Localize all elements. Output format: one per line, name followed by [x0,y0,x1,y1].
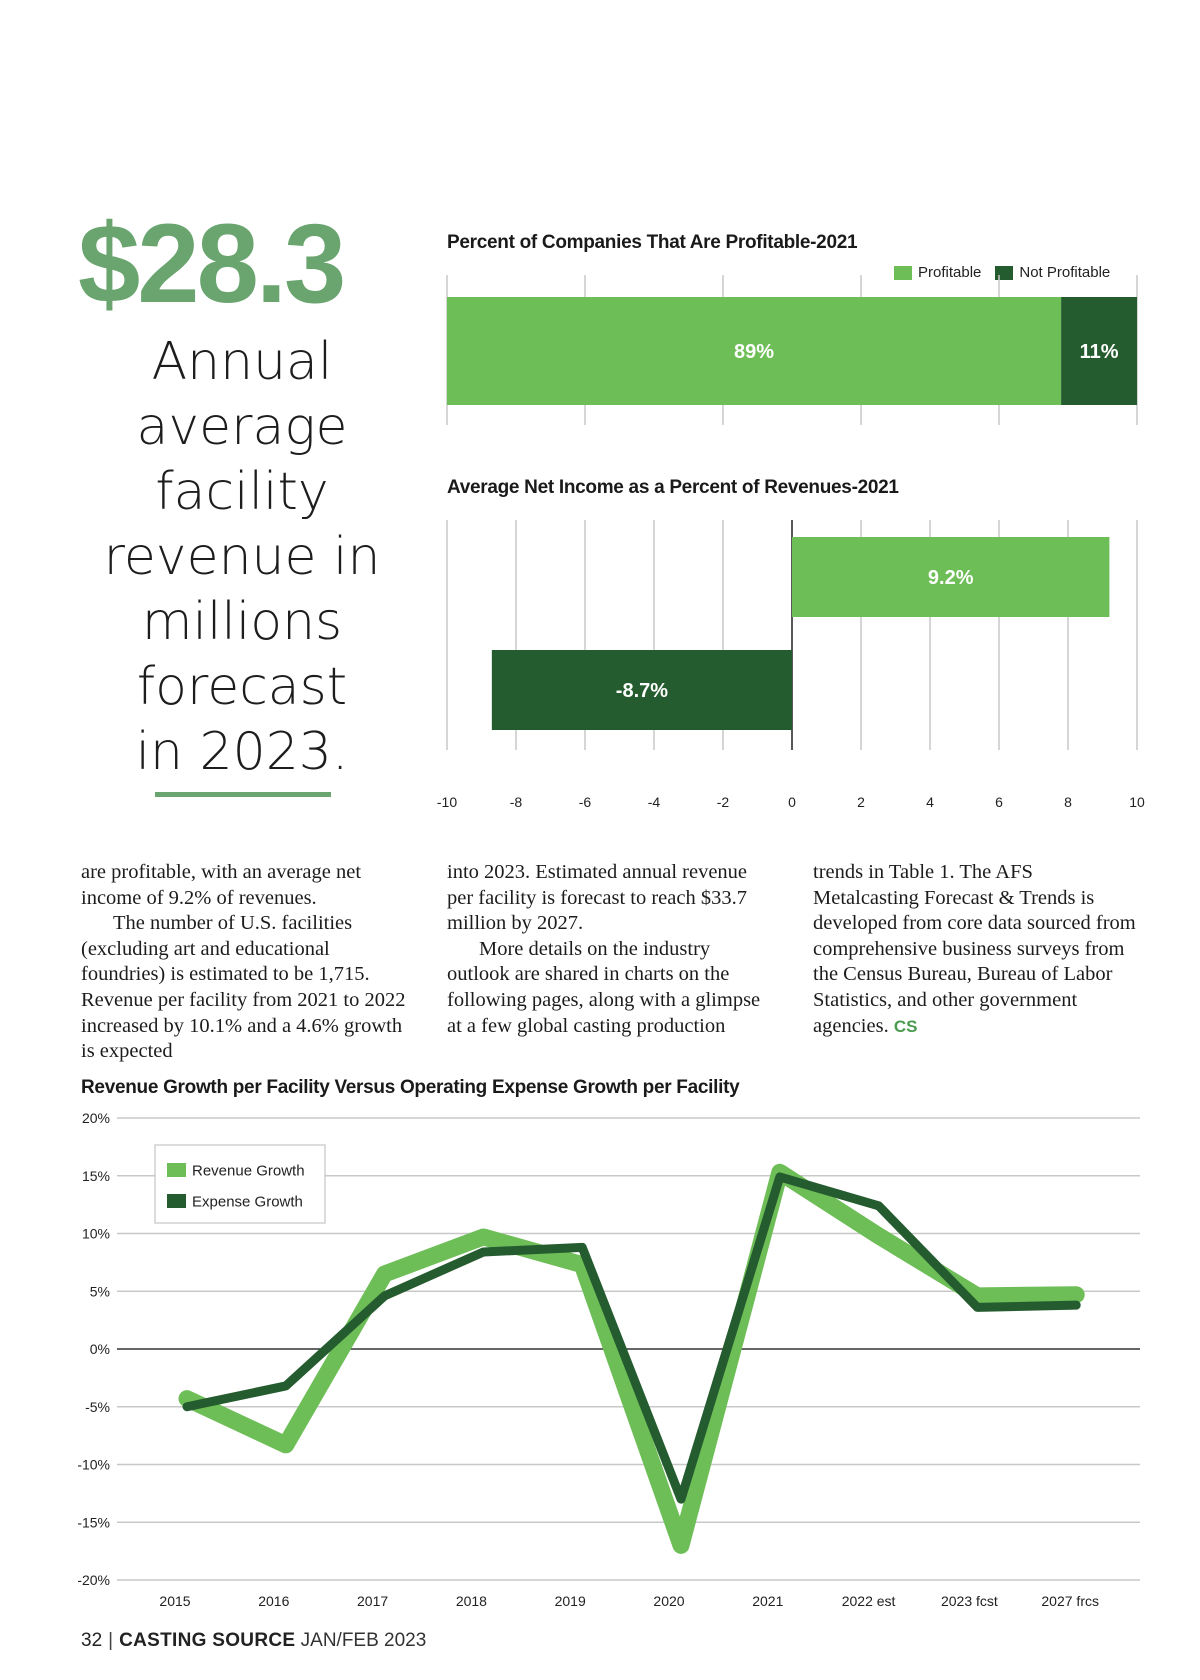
caption-line: average [136,397,348,457]
paragraph: More details on the industry outlook are… [447,937,761,1037]
bar-profitable [792,537,1110,617]
x-tick-label: 2020 [653,1593,684,1609]
y-tick-label: -15% [77,1514,110,1530]
x-tick-label: 0 [788,794,796,810]
legend-swatch [167,1194,186,1208]
y-tick-label: 10% [82,1226,110,1242]
x-tick-label: 10 [1129,794,1145,810]
series-line-revenue-growth [178,1163,1085,1554]
legend-swatch [167,1163,186,1177]
y-tick-label: -20% [77,1572,110,1588]
headline-caption: Annual average facility revenue in milli… [92,330,392,785]
x-tick-label: -10 [437,794,457,810]
series-line-expense-growth [182,1172,1081,1504]
y-tick-label: -5% [85,1399,110,1415]
chart-profitable-legend: Profitable Not Profitable [894,264,1110,281]
paragraph-text: trends in Table 1. The AFS Metalcasting … [813,861,1136,1037]
x-tick-label: 2022 est [842,1593,896,1609]
caption-line: forecast [136,657,348,717]
x-tick-label: -2 [717,794,730,810]
chart-profitable-title: Percent of Companies That Are Profitable… [447,232,858,253]
legend-box [154,1144,326,1224]
legend-label-profitable: Profitable [918,264,982,281]
x-tick-label: -8 [510,794,523,810]
y-tick-label: 5% [90,1283,110,1299]
legend-label-not-profitable: Not Profitable [1019,264,1111,281]
x-tick-label: 2015 [159,1593,190,1609]
chart-profitable: 89% 11% [446,275,1138,425]
x-tick-label: 2027 frcs [1041,1593,1099,1609]
legend-swatch-not-profitable [995,265,1014,280]
paragraph: into 2023. Estimated annual revenue per … [447,861,748,935]
y-tick-label: 0% [90,1341,110,1357]
body-column-2: into 2023. Estimated annual revenue per … [447,860,765,1039]
y-tick-label: -10% [77,1457,110,1473]
end-mark: CS [893,1016,918,1036]
body-column-1: are profitable, with an average net inco… [81,860,411,1065]
x-tick-label: 2 [857,794,865,810]
x-tick-label: 4 [926,794,934,810]
publication-name: CASTING SOURCE [119,1630,296,1651]
bar-profitable [447,297,1062,405]
paragraph: are profitable, with an average net inco… [81,861,362,909]
bar-not-profitable [491,650,792,730]
x-tick-label: -4 [648,794,661,810]
data-label: -8.7% [616,680,668,702]
x-tick-label: 2023 fcst [941,1593,998,1609]
bar-not-profitable [1061,297,1137,405]
legend-label: Revenue Growth [192,1163,305,1180]
paragraph: The number of U.S. facilities (excluding… [81,912,406,1063]
x-tick-label: 2017 [357,1593,388,1609]
y-tick-label: 20% [82,1110,110,1126]
x-tick-label: 2019 [555,1593,586,1609]
footer-separator: | [108,1630,114,1651]
page-footer: 32 | CASTING SOURCE JAN/FEB 2023 [81,1630,426,1652]
data-label: 11% [1080,341,1119,363]
chart-net-income-title: Average Net Income as a Percent of Reven… [447,477,899,498]
page-number: 32 [81,1630,103,1651]
data-label: 89% [734,341,774,363]
y-tick-label: 15% [82,1168,110,1184]
issue-date: JAN/FEB 2023 [300,1630,427,1651]
chart-net-income: -10 -8 -6 -4 -2 0 2 4 6 8 10 9.2% -8.7% [437,520,1145,810]
x-tick-label: 2016 [258,1593,289,1609]
x-tick-label: 2021 [752,1593,783,1609]
chart-growth: 20% 15% 10% 5% 0% -5% -10% -15% -20% 2015 2016 2017… [77,1110,1140,1609]
caption-line: Annual [151,332,333,392]
legend-swatch-profitable [894,265,912,280]
x-tick-label: -6 [579,794,592,810]
data-label: 9.2% [928,567,974,589]
x-tick-label: 2018 [456,1593,487,1609]
caption-line: revenue in [103,527,381,587]
paragraph: trends in Table 1. The AFS Metalcasting … [813,860,1143,1039]
caption-line: millions [141,592,343,652]
chart-growth-title: Revenue Growth per Facility Versus Opera… [81,1077,740,1098]
caption-line: facility [155,462,329,522]
legend-label: Expense Growth [192,1194,303,1211]
caption-underline [155,792,331,797]
x-tick-label: 8 [1064,794,1072,810]
headline-figure: $28.3 [78,201,346,326]
caption-line: in 2023. [135,722,349,782]
x-tick-label: 6 [995,794,1003,810]
body-column-3: trends in Table 1. The AFS Metalcasting … [813,860,1143,1039]
